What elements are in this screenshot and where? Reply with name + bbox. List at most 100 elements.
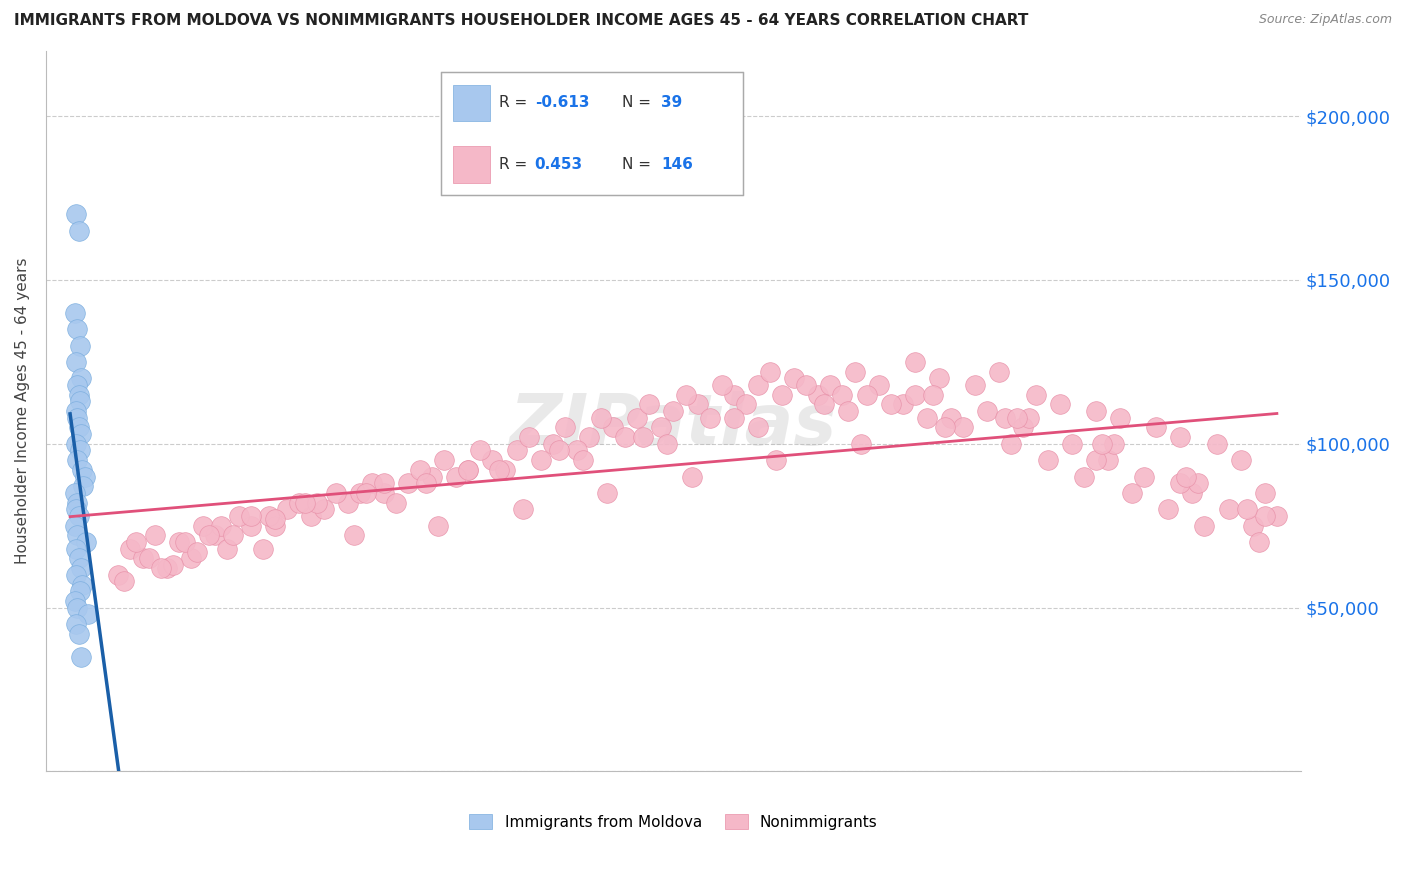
Point [240, 508, 263, 523]
Point [120, 541, 142, 556]
Point [794, 377, 817, 392]
Point [813, 397, 835, 411]
Point [770, 387, 793, 401]
Point [837, 404, 859, 418]
Point [699, 410, 721, 425]
Point [73, 469, 96, 483]
Point [1102, 437, 1125, 451]
Point [131, 551, 153, 566]
Point [63, 594, 86, 608]
Text: ZIPatlas: ZIPatlas [510, 391, 837, 460]
Point [915, 410, 938, 425]
Point [965, 377, 987, 392]
Point [66, 528, 89, 542]
Point [530, 453, 553, 467]
Point [301, 508, 323, 523]
Y-axis label: Householder Income Ages 45 - 64 years: Householder Income Ages 45 - 64 years [15, 258, 30, 565]
Point [69, 443, 91, 458]
Point [112, 574, 135, 589]
Point [1091, 437, 1114, 451]
Point [67, 551, 90, 566]
Point [288, 496, 311, 510]
Point [1109, 410, 1132, 425]
Point [65, 355, 87, 369]
Point [69, 338, 91, 352]
Point [891, 397, 914, 411]
Point [138, 551, 160, 566]
Point [1097, 453, 1119, 467]
Point [70, 577, 93, 591]
Point [1084, 453, 1107, 467]
Point [494, 463, 516, 477]
Point [75, 535, 97, 549]
Point [928, 371, 950, 385]
Point [69, 394, 91, 409]
Point [547, 443, 569, 458]
Point [1025, 387, 1047, 401]
Point [904, 355, 927, 369]
Point [602, 420, 624, 434]
Point [1084, 404, 1107, 418]
Point [735, 397, 758, 411]
Point [415, 476, 437, 491]
Point [855, 387, 877, 401]
Point [360, 476, 382, 491]
Point [759, 365, 782, 379]
Point [1175, 469, 1198, 483]
Point [1181, 486, 1204, 500]
Point [65, 616, 87, 631]
Point [67, 387, 90, 401]
Point [904, 387, 927, 401]
Point [198, 528, 221, 542]
Point [1241, 518, 1264, 533]
Point [952, 420, 974, 434]
Point [149, 561, 172, 575]
Point [70, 463, 93, 477]
Point [67, 627, 90, 641]
Point [222, 528, 245, 542]
Point [66, 453, 89, 467]
Point [783, 371, 806, 385]
Point [67, 420, 90, 434]
Point [1236, 502, 1258, 516]
Point [307, 496, 329, 510]
Point [1000, 437, 1022, 451]
Point [427, 518, 450, 533]
Point [686, 397, 709, 411]
Point [385, 496, 408, 510]
Point [1133, 469, 1156, 483]
Point [125, 535, 148, 549]
Point [614, 430, 637, 444]
Point [1229, 453, 1251, 467]
Point [1157, 502, 1180, 516]
Point [143, 528, 166, 542]
Point [922, 387, 945, 401]
Point [1218, 502, 1240, 516]
Point [63, 306, 86, 320]
Point [349, 486, 371, 500]
Point [67, 224, 90, 238]
Point [633, 430, 655, 444]
Point [433, 453, 456, 467]
Point [204, 528, 226, 542]
Point [294, 496, 316, 510]
Point [1144, 420, 1167, 434]
Point [457, 463, 479, 477]
Point [65, 541, 87, 556]
Point [66, 600, 89, 615]
Text: Source: ZipAtlas.com: Source: ZipAtlas.com [1258, 13, 1392, 27]
Point [162, 558, 184, 572]
Point [63, 486, 86, 500]
Point [880, 397, 903, 411]
Point [470, 443, 492, 458]
Point [481, 453, 503, 467]
Point [156, 561, 179, 575]
Point [747, 377, 769, 392]
Point [240, 518, 263, 533]
Point [66, 322, 89, 336]
Point [65, 437, 87, 451]
Point [723, 410, 745, 425]
Point [191, 518, 214, 533]
Point [457, 463, 479, 477]
Point [66, 410, 89, 425]
